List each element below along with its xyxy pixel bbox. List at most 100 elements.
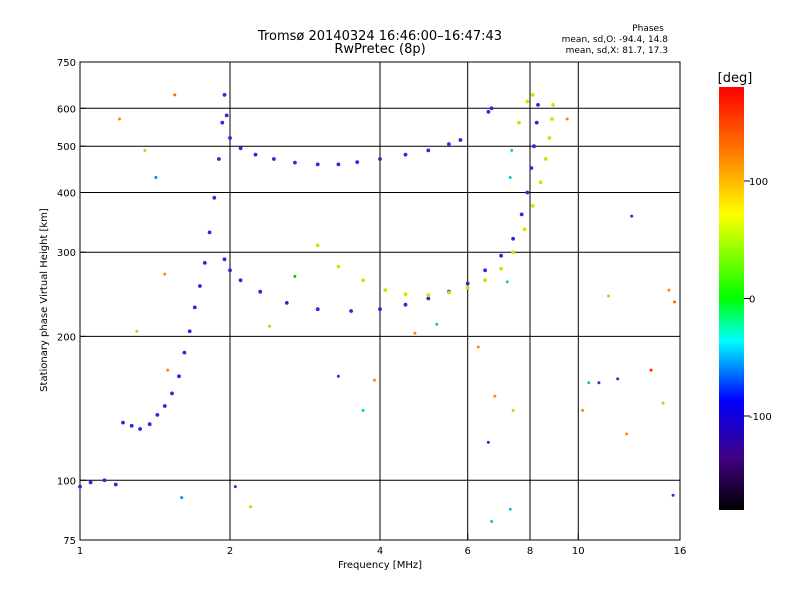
data-point-scatter — [249, 505, 253, 509]
data-point-scatter — [625, 432, 629, 436]
data-point-scatter — [435, 322, 439, 326]
x-axis-label: Frequency [MHz] — [338, 560, 422, 571]
data-point-o-mode — [78, 484, 82, 489]
data-point-x-mode — [403, 292, 408, 297]
data-point-o-mode — [88, 480, 93, 485]
data-point-x-mode — [465, 285, 470, 290]
data-point-o-mode — [212, 195, 217, 200]
data-point-o-mode — [258, 289, 263, 294]
data-point-o-mode — [138, 427, 143, 431]
data-point-scatter — [671, 493, 675, 497]
data-point-o-mode — [155, 413, 160, 417]
data-point-o-mode — [483, 268, 487, 273]
data-point-o-mode — [458, 138, 463, 142]
data-point-scatter — [154, 176, 158, 179]
data-point-o-mode — [202, 261, 207, 265]
data-point-o-mode — [228, 268, 232, 273]
data-point-o-mode — [102, 478, 107, 483]
data-point-x-mode — [511, 250, 515, 255]
colorbar-scale — [719, 87, 744, 510]
data-point-scatter — [505, 280, 509, 284]
data-point-x-mode — [483, 278, 487, 283]
data-point-o-mode — [532, 144, 536, 149]
chart-subtitle: RwPretec (8p) — [334, 42, 425, 57]
data-point-scatter — [597, 381, 601, 385]
data-point-o-mode — [238, 146, 243, 151]
plot-area: 1 2 4 6 8 10 16 75 100 200 300 400 500 600 750 — [57, 58, 686, 557]
data-point-o-mode — [403, 302, 408, 307]
data-point-x-mode — [547, 136, 552, 140]
data-point-scatter — [336, 374, 340, 378]
data-point-scatter — [649, 368, 653, 372]
x-tick-label: 16 — [674, 546, 687, 557]
data-point-o-mode — [182, 350, 187, 355]
data-point-o-mode — [489, 106, 494, 111]
data-point-o-mode — [177, 374, 181, 379]
data-point-o-mode — [447, 142, 451, 147]
x-tick-label: 1 — [77, 546, 83, 557]
data-point-o-mode — [147, 422, 152, 427]
data-point-o-mode — [403, 152, 408, 157]
data-point-o-mode — [465, 281, 470, 286]
chart-title: Tromsø 20140324 16:46:00–16:47:43 — [257, 29, 502, 44]
data-point-x-mode — [447, 290, 451, 295]
data-point-o-mode — [525, 190, 530, 195]
data-point-scatter — [293, 274, 297, 278]
data-point-scatter — [616, 377, 620, 381]
data-point-scatter — [581, 408, 585, 412]
data-point-o-mode — [220, 120, 225, 125]
data-point-x-mode — [525, 99, 530, 104]
data-point-o-mode — [228, 136, 232, 140]
data-point-o-mode — [207, 230, 212, 235]
y-tick-label: 300 — [57, 248, 76, 259]
data-point-scatter — [667, 288, 671, 292]
data-point-o-mode — [499, 253, 503, 258]
data-point-o-mode — [272, 157, 276, 161]
data-point-o-mode — [315, 307, 320, 312]
data-point-scatter — [511, 408, 515, 412]
data-point-scatter — [508, 507, 512, 511]
data-point-scatter — [143, 148, 147, 152]
y-tick-label: 200 — [57, 332, 76, 343]
data-point-o-mode — [192, 305, 197, 310]
data-point-scatter — [173, 93, 177, 97]
data-point-o-mode — [378, 157, 382, 161]
y-tick-label: 75 — [63, 536, 76, 547]
data-point-o-mode — [519, 212, 524, 217]
data-point-scatter — [493, 394, 497, 398]
phase-heading: Phases — [632, 24, 664, 34]
colorbar-tick-label: -100 — [749, 412, 772, 423]
data-point-x-mode — [530, 204, 535, 208]
data-point-o-mode — [315, 162, 320, 167]
data-point-o-mode — [355, 160, 360, 165]
y-tick-label: 100 — [57, 476, 76, 487]
data-point-o-mode — [426, 148, 431, 153]
data-point-o-mode — [253, 152, 258, 157]
data-point-o-mode — [536, 103, 540, 107]
data-point-x-mode — [336, 264, 341, 269]
x-tick-label: 4 — [377, 546, 383, 557]
data-point-o-mode — [378, 307, 382, 312]
data-point-x-mode — [530, 93, 535, 97]
data-point-x-mode — [361, 278, 365, 283]
data-point-scatter — [373, 378, 376, 382]
data-point-scatter — [486, 440, 490, 444]
data-point-o-mode — [121, 420, 125, 425]
data-point-scatter — [587, 381, 591, 385]
data-point-x-mode — [550, 117, 554, 121]
data-point-scatter — [233, 485, 237, 489]
data-point-scatter — [118, 117, 121, 121]
phase-x-stats: mean, sd,X: 81.7, 17.3 — [566, 46, 668, 56]
colorbar-tick-label: 0 — [749, 295, 755, 306]
data-point-x-mode — [522, 227, 527, 232]
data-point-scatter — [607, 294, 610, 298]
x-tick-label: 8 — [527, 546, 533, 557]
data-point-x-mode — [551, 103, 555, 107]
data-point-scatter — [565, 117, 569, 121]
data-point-o-mode — [217, 157, 221, 161]
x-tick-label: 6 — [465, 546, 471, 557]
data-point-scatter — [268, 324, 271, 328]
data-point-scatter — [361, 408, 365, 412]
data-point-o-mode — [426, 296, 431, 301]
